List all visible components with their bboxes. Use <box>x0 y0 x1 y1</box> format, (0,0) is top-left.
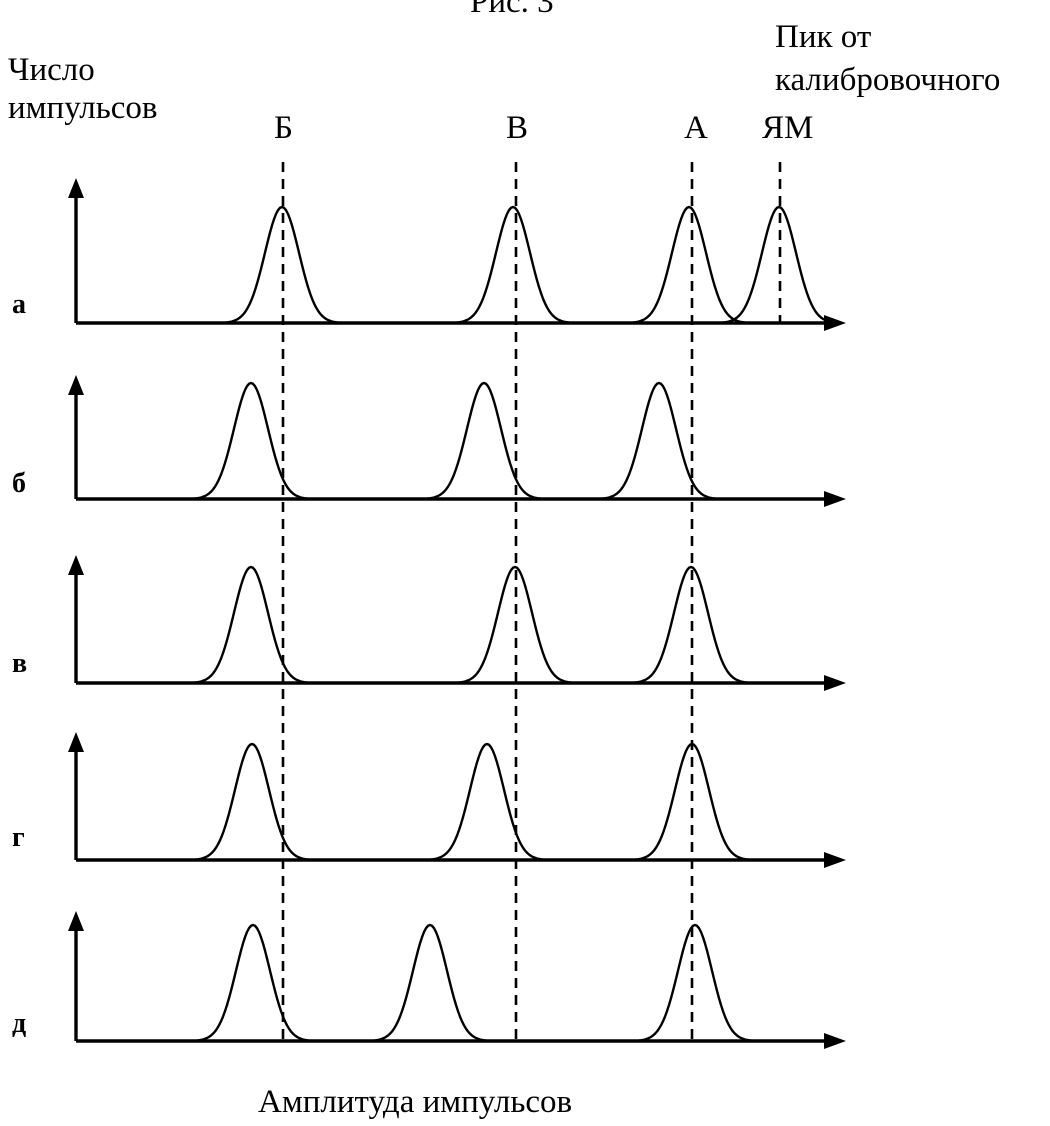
spectrum-row-3: в <box>12 555 846 691</box>
spectrum-peak <box>632 205 746 324</box>
y-axis-label-line2: импульсов <box>8 90 158 126</box>
spectra-rows: а б в г д <box>12 178 846 1049</box>
y-axis-arrow-icon <box>68 911 84 931</box>
y-axis-label-line1: Число <box>8 52 95 88</box>
row-label: г <box>12 822 25 853</box>
x-axis-arrow-icon <box>824 675 846 691</box>
spectrum-peak <box>194 381 308 500</box>
spectrum-peak <box>430 742 544 861</box>
spectrum-peak <box>638 923 752 1042</box>
x-axis-arrow-icon <box>824 491 846 507</box>
y-axis-arrow-icon <box>68 375 84 395</box>
y-axis-arrow-icon <box>68 732 84 752</box>
row-label: д <box>12 1008 26 1039</box>
spectrum-peak <box>634 565 748 684</box>
calibration-label-line1: Пик от <box>775 19 871 55</box>
spectrum-peak <box>194 565 308 684</box>
x-axis-arrow-icon <box>824 1033 846 1049</box>
spectrum-peak <box>458 565 572 684</box>
peak-label-a: А <box>684 110 708 146</box>
spectrum-peak <box>196 923 310 1042</box>
spectrum-peak <box>602 381 716 500</box>
spectrum-row-5: д <box>12 911 846 1049</box>
row-label: а <box>12 289 26 320</box>
spectrum-peak <box>225 205 339 324</box>
spectrum-peak <box>195 742 309 861</box>
spectrum-peak <box>373 923 487 1042</box>
row-label: в <box>12 648 27 679</box>
calibration-label-line3: ЯМ <box>762 110 813 146</box>
peak-label-b: Б <box>274 110 293 146</box>
y-axis-arrow-icon <box>68 178 84 198</box>
x-axis-label: Амплитуда импульсов <box>258 1084 572 1120</box>
spectrum-row-4: г <box>12 732 846 868</box>
row-label: б <box>12 468 26 499</box>
spectrum-peak <box>456 205 570 324</box>
calibration-label-line2: калибровочного <box>775 62 1000 98</box>
y-axis-arrow-icon <box>68 555 84 575</box>
spectrum-row-1: а <box>12 178 846 331</box>
peak-label-v: В <box>506 110 528 146</box>
reference-lines <box>281 162 782 1041</box>
x-axis-arrow-icon <box>824 315 846 331</box>
spectrum-peak <box>635 742 749 861</box>
spectrum-peak <box>427 381 541 500</box>
figure-title: Рис. 3 <box>470 0 554 20</box>
spectrum-row-2: б <box>12 375 846 507</box>
x-axis-arrow-icon <box>824 852 846 868</box>
spectrum-peak <box>722 205 836 324</box>
